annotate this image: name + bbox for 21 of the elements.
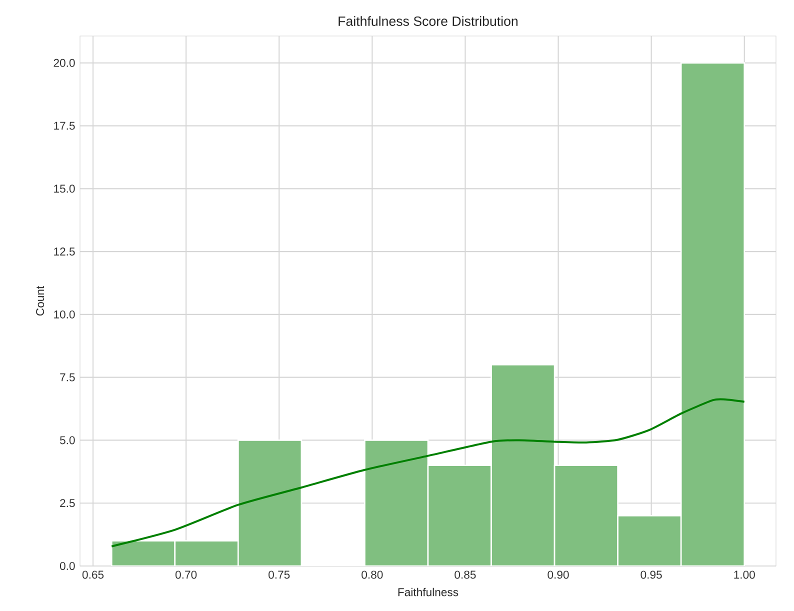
chart-title: Faithfulness Score Distribution [338, 16, 518, 26]
x-tick-label: 0.75 [268, 570, 290, 579]
x-tick-label: 0.65 [82, 570, 104, 579]
x-tick-label: 1.00 [734, 570, 755, 579]
y-axis-title: Count [36, 286, 44, 316]
x-tick-label: 0.95 [640, 570, 662, 579]
x-tick-label: 0.80 [362, 570, 383, 579]
y-tick-label: 7.5 [60, 373, 75, 382]
x-axis-title: Faithfulness [398, 588, 458, 596]
x-tick-label: 0.90 [548, 570, 569, 579]
x-tick-label: 0.85 [454, 570, 476, 579]
y-tick-label: 2.5 [60, 499, 75, 508]
y-tick-label: 20.0 [54, 58, 75, 67]
y-tick-label: 12.5 [54, 248, 75, 256]
line-series [110, 398, 746, 548]
y-tick-label: 15.0 [54, 184, 75, 193]
y-tick-label: 17.5 [54, 122, 75, 130]
y-tick-label: 0.0 [60, 562, 75, 570]
x-tick-label: 0.70 [175, 570, 197, 579]
y-tick-label: 5.0 [60, 436, 75, 444]
y-tick-label: 10.0 [54, 310, 75, 318]
